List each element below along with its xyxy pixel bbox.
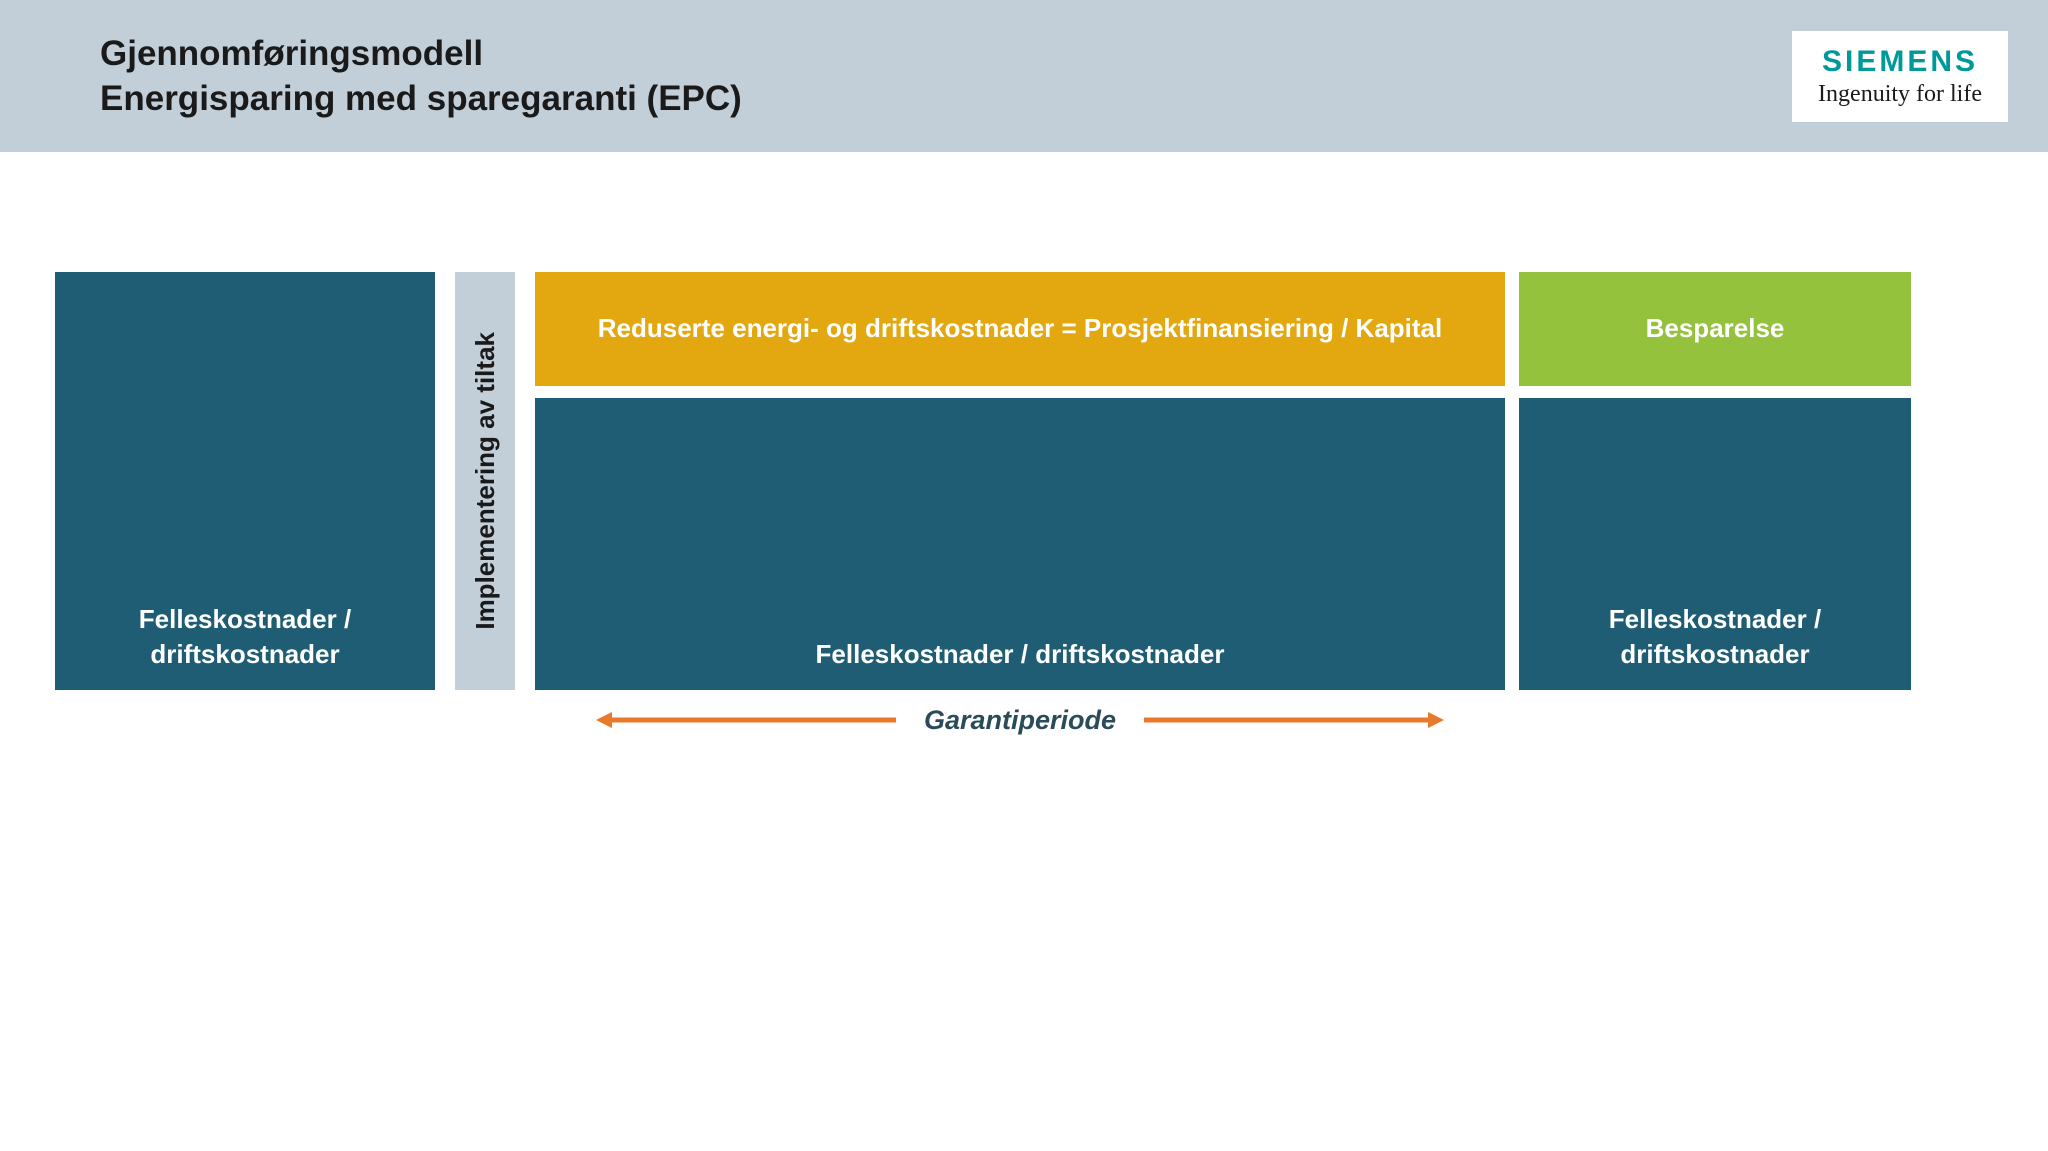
phase-guarantee-costs-block: Felleskostnader / driftskostnader (535, 398, 1505, 690)
phase-guarantee-costs-label: Felleskostnader / driftskostnader (816, 637, 1225, 672)
guarantee-period-row: Garantiperiode (535, 700, 1505, 740)
header-bar: Gjennomføringsmodell Energisparing med s… (0, 0, 2048, 152)
phase-implementation-label: Implementering av tiltak (470, 332, 501, 630)
phase-after-costs-label: Felleskostnader / driftskostnader (1519, 602, 1911, 672)
title-line-2: Energisparing med sparegaranti (EPC) (100, 76, 742, 122)
logo-tagline: Ingenuity for life (1818, 81, 1982, 108)
phase-before-label: Felleskostnader / driftskostnader (55, 602, 435, 672)
arrow-right-icon (1144, 710, 1444, 730)
arrow-left-icon (596, 710, 896, 730)
phase-savings-block: Besparelse (1519, 272, 1911, 386)
logo-text: SIEMENS (1822, 45, 1978, 79)
diagram-area: Felleskostnader / driftskostnader Implem… (55, 272, 1990, 732)
title-block: Gjennomføringsmodell Energisparing med s… (100, 31, 742, 122)
phase-before-block: Felleskostnader / driftskostnader (55, 272, 435, 690)
phase-after-costs-block: Felleskostnader / driftskostnader (1519, 398, 1911, 690)
phase-savings-label: Besparelse (1646, 311, 1785, 346)
siemens-logo: SIEMENS Ingenuity for life (1792, 31, 2008, 122)
phase-financing-label: Reduserte energi- og driftskostnader = P… (598, 311, 1442, 346)
guarantee-period-label: Garantiperiode (896, 705, 1144, 736)
title-line-1: Gjennomføringsmodell (100, 31, 742, 77)
phase-financing-block: Reduserte energi- og driftskostnader = P… (535, 272, 1505, 386)
phase-implementation-block: Implementering av tiltak (455, 272, 515, 690)
